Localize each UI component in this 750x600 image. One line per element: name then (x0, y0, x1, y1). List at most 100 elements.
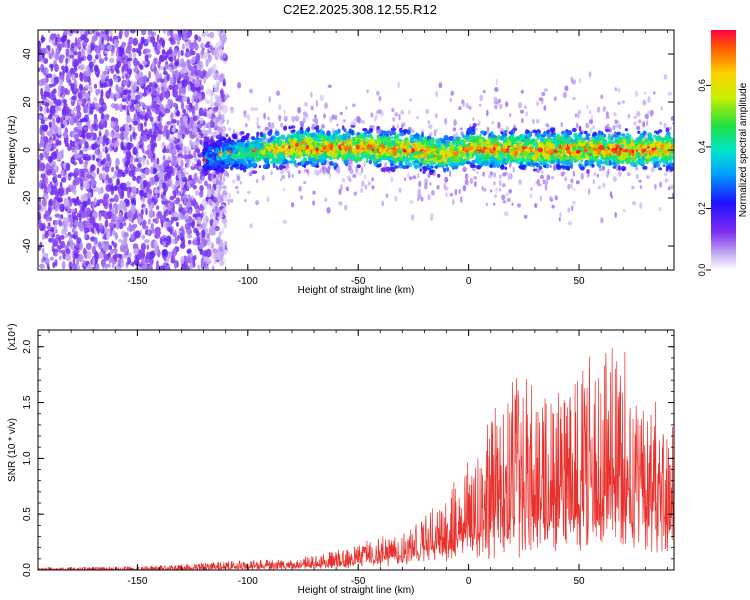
spectrogram-cell (185, 123, 189, 129)
spectrogram-cell (147, 197, 153, 205)
spectrogram-cell (197, 264, 200, 270)
spectrogram-cell (76, 196, 79, 201)
spectrogram-cell (124, 73, 129, 79)
spectrogram-cell (150, 156, 154, 164)
spectrogram-cell (218, 231, 221, 239)
spectrogram-cell (211, 225, 215, 234)
spectrogram-cell (559, 212, 562, 217)
spectrogram-cell (108, 245, 113, 250)
spectrogram-cell (409, 98, 413, 102)
spectrogram-cell (143, 104, 149, 110)
spectrogram-cell (65, 187, 72, 193)
spectrogram-cell (72, 107, 77, 112)
spectrogram-cell (99, 227, 104, 233)
spectrogram-cell (113, 39, 117, 48)
spectrogram-cell (108, 256, 113, 261)
spectrogram-cell (571, 127, 577, 133)
spectrogram-cell (81, 41, 88, 48)
spectrogram-cell (138, 44, 143, 50)
spectrogram-cell (228, 127, 232, 132)
spectrogram-cell (184, 126, 190, 136)
spectrogram-cell (129, 30, 136, 34)
spectrogram-cell (194, 140, 200, 146)
spectrogram-cell (157, 61, 161, 69)
spectrogram-cell (55, 165, 59, 173)
spectrogram-cell (180, 101, 185, 110)
spectrogram-cell (602, 105, 607, 112)
spectrogram-cell (115, 132, 120, 140)
spectrogram-cell (200, 54, 204, 60)
spectrogram-cell (146, 244, 150, 250)
spectrogram-cell (634, 90, 639, 98)
spectrogram-cell (454, 189, 458, 196)
spectrogram-cell (91, 154, 96, 161)
spectrogram-cell (131, 262, 135, 267)
spectrogram-cell (494, 87, 499, 92)
figure-title: C2E2.2025.308.12.55.R12 (283, 2, 437, 17)
spectrogram-cell (85, 211, 89, 219)
spectrogram-cell (108, 139, 112, 144)
spectrogram-cell (186, 145, 190, 153)
spectrogram-cell (120, 258, 125, 268)
spectrogram-cell (54, 203, 59, 212)
spectrogram-cell (659, 181, 662, 188)
spectrogram-cell (123, 89, 129, 95)
spectrogram-cell (631, 185, 635, 190)
spectrogram-cell (189, 121, 192, 130)
spectrogram-cell (192, 213, 198, 218)
spectrogram-cell (41, 258, 45, 264)
spectrogram-cell (89, 188, 93, 193)
spectrogram-cell (218, 114, 222, 119)
spectrogram-cell (632, 201, 636, 206)
spectrogram-cell (138, 144, 144, 149)
spectrogram-cell (278, 104, 282, 110)
spectrogram-cell (654, 183, 657, 190)
spectrogram-cell (195, 95, 198, 102)
spectrogram-cell (620, 166, 627, 171)
spectrogram-cell (103, 255, 109, 262)
spectrogram-cell (83, 75, 89, 83)
spectrogram-cell (61, 148, 64, 155)
spectrogram-cell (671, 115, 674, 121)
spectrogram-cell (221, 34, 227, 44)
spectrogram-cell (188, 159, 192, 164)
spectrogram-cell (145, 48, 151, 54)
spectrogram-cell (126, 210, 132, 219)
spectrogram-cell (417, 188, 421, 196)
spectrogram-cell (394, 195, 398, 202)
spectrogram-cell (147, 264, 154, 270)
spectrogram-cell (202, 42, 206, 49)
spectrogram-cell (444, 117, 448, 125)
spectrogram-cell (84, 47, 88, 52)
spectrogram-cell (112, 263, 115, 269)
spectrogram-cell (194, 34, 199, 41)
spectrogram-cell (163, 195, 167, 202)
spectrogram-cell (189, 180, 193, 184)
spectrogram-cell (219, 177, 223, 181)
spectrogram-cell (596, 173, 600, 178)
spectrogram-cell (133, 259, 140, 265)
spectrogram-cell (89, 126, 93, 132)
spectrogram-cell (174, 156, 177, 161)
spectrogram-cell (107, 177, 113, 184)
spectrogram-cell (137, 76, 143, 86)
spectrogram-cell (195, 65, 201, 70)
spectrogram-cell (172, 247, 177, 257)
spectrogram-cell (191, 82, 195, 91)
spectrogram-cell (164, 159, 170, 167)
spectrogram-cell (100, 160, 105, 165)
spectrogram-cell (112, 203, 118, 209)
spectrogram-cell (120, 141, 124, 150)
spectrogram-cell (164, 63, 170, 70)
spectrogram-cell (46, 130, 51, 136)
spectrogram-cell (501, 183, 506, 188)
spectrogram-cell (54, 36, 58, 45)
spectrogram-cell (49, 156, 53, 164)
spectrogram-cell (93, 117, 98, 125)
spectrogram-cell (146, 159, 150, 166)
spectrogram-cell (187, 257, 194, 264)
spectrogram-cell (596, 106, 601, 113)
spectrogram-cell (84, 141, 89, 149)
spectrogram-cell (578, 78, 582, 84)
spectrogram-cell (53, 224, 57, 230)
